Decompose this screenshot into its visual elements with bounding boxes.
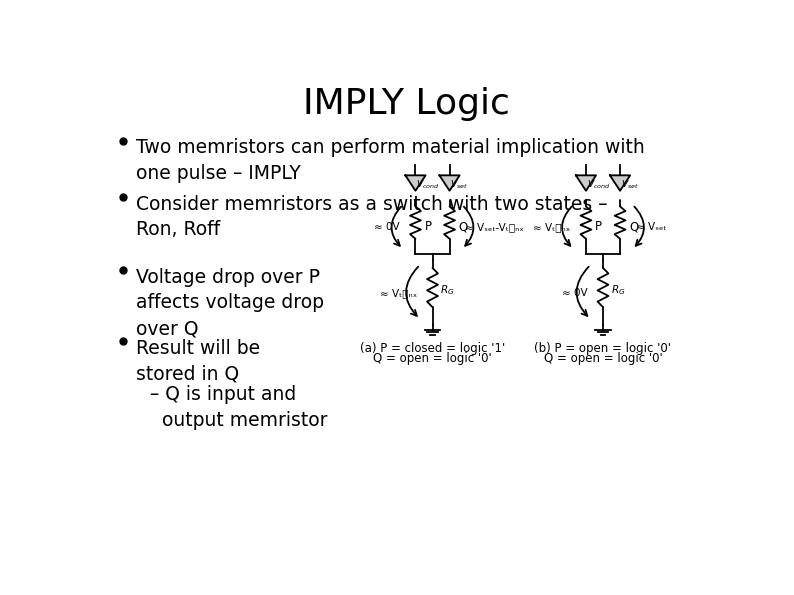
Text: ≈ 0V: ≈ 0V — [562, 288, 588, 298]
Text: $V_{set}$: $V_{set}$ — [621, 178, 639, 191]
Polygon shape — [439, 176, 460, 191]
Text: Consider memristors as a switch with two states –
Ron, Roff: Consider memristors as a switch with two… — [137, 195, 608, 239]
Polygon shape — [610, 176, 630, 191]
Text: ≈ Vₜ₟ₙₓ: ≈ Vₜ₟ₙₓ — [380, 288, 417, 298]
Text: $V_{cond}$: $V_{cond}$ — [587, 178, 611, 191]
Text: P: P — [596, 220, 603, 233]
Text: ≈ 0V: ≈ 0V — [374, 222, 400, 232]
Polygon shape — [406, 176, 426, 191]
Text: $V_{set}$: $V_{set}$ — [450, 178, 468, 191]
Text: Voltage drop over P
affects voltage drop
over Q: Voltage drop over P affects voltage drop… — [137, 268, 325, 338]
Text: Q = open = logic '0': Q = open = logic '0' — [544, 352, 662, 365]
Text: $R_G$: $R_G$ — [611, 284, 625, 298]
Text: Two memristors can perform material implication with
one pulse – IMPLY: Two memristors can perform material impl… — [137, 139, 646, 183]
Text: ≈ Vₛₑₜ: ≈ Vₛₑₜ — [635, 222, 666, 232]
Text: Q: Q — [459, 220, 468, 233]
Text: – Q is input and
  output memristor: – Q is input and output memristor — [150, 385, 328, 430]
Text: IMPLY Logic: IMPLY Logic — [303, 87, 511, 121]
Text: ≈ Vₛₑₜ-Vₜ₟ₙₓ: ≈ Vₛₑₜ-Vₜ₟ₙₓ — [465, 222, 524, 232]
Text: Result will be
stored in Q: Result will be stored in Q — [137, 339, 260, 383]
Text: (a) P = closed = logic '1': (a) P = closed = logic '1' — [360, 343, 505, 355]
Text: $V_{cond}$: $V_{cond}$ — [416, 178, 440, 191]
Text: (b) P = open = logic '0': (b) P = open = logic '0' — [534, 343, 672, 355]
Text: P: P — [425, 220, 432, 233]
Polygon shape — [576, 176, 596, 191]
Text: Q: Q — [630, 220, 638, 233]
Text: $R_G$: $R_G$ — [440, 284, 455, 298]
Text: ≈ Vₜ₟ₙₓ: ≈ Vₜ₟ₙₓ — [534, 222, 570, 232]
Text: Q = open = logic '0': Q = open = logic '0' — [373, 352, 491, 365]
